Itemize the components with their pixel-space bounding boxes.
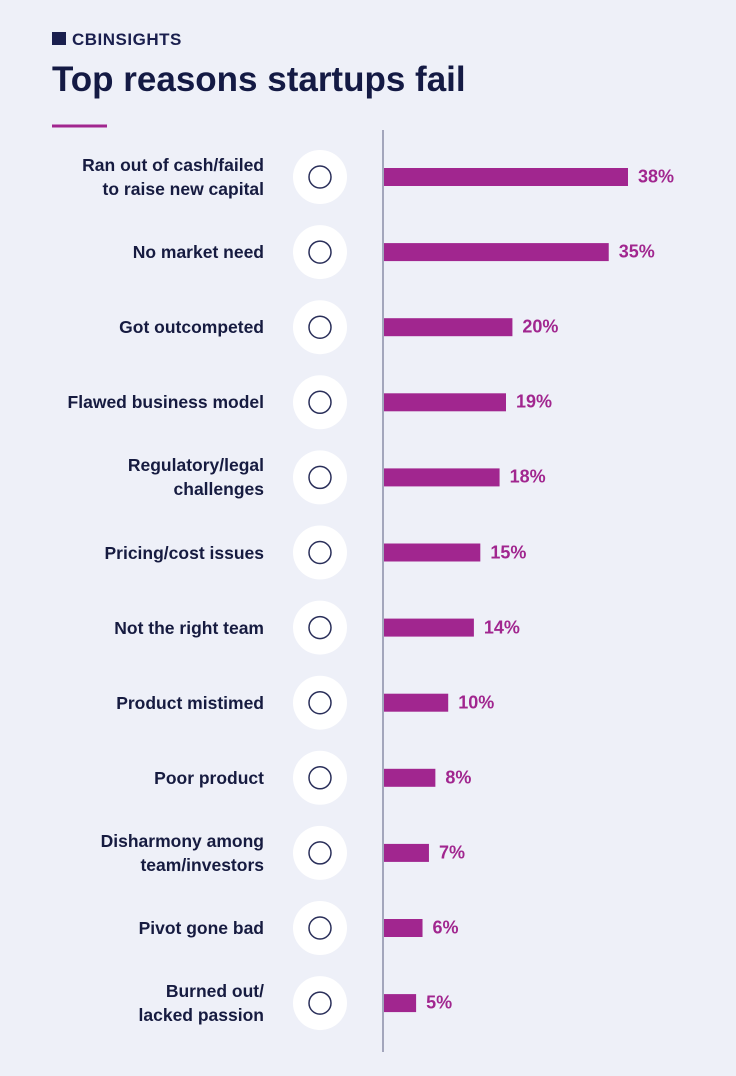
icon	[293, 525, 347, 580]
logo	[52, 32, 66, 45]
category-label: Burned out/ lacked passion	[138, 981, 264, 1026]
category-label: Disharmony among team/investors	[100, 830, 264, 875]
icon	[293, 150, 347, 204]
icon-detail	[308, 240, 332, 264]
category-label: Flawed business model	[67, 392, 264, 413]
bar	[384, 318, 513, 337]
icon-detail	[308, 766, 332, 790]
icon-detail	[308, 540, 332, 565]
bar	[384, 693, 449, 712]
bar	[384, 919, 423, 937]
icon	[293, 825, 347, 880]
value-label: 18%	[509, 466, 546, 487]
icon	[293, 375, 347, 430]
icon-detail	[308, 991, 332, 1015]
value-label: 15%	[490, 542, 527, 562]
bar	[384, 243, 609, 262]
icon-detail	[308, 465, 332, 490]
category-label: Not the right team	[114, 617, 264, 638]
category-label: Pricing/cost issues	[104, 542, 264, 563]
value-label: 35%	[618, 241, 655, 262]
value-label: 6%	[432, 917, 459, 938]
icon-detail	[308, 315, 332, 339]
icon-detail	[308, 916, 332, 940]
brand: CBINSIGHTS	[52, 30, 182, 50]
category-label: Pivot gone bad	[138, 918, 264, 938]
bar	[384, 618, 474, 637]
value-label: 5%	[426, 992, 453, 1013]
bar	[384, 168, 628, 186]
icon-detail	[308, 390, 332, 415]
category-label: Product mistimed	[116, 692, 264, 713]
icon-detail	[308, 690, 332, 715]
icon	[293, 901, 347, 955]
icon-detail	[308, 615, 332, 640]
chart-title: Top reasons startups fail	[52, 60, 466, 99]
icon-detail	[308, 165, 332, 189]
bar	[384, 393, 506, 412]
bar	[384, 994, 417, 1013]
category-label: Ran out of cash/failed to raise new capi…	[82, 155, 264, 199]
brand-text: CBINSIGHTS	[72, 30, 182, 49]
icon	[293, 600, 347, 655]
category-label: Poor product	[154, 767, 264, 788]
value-label: 8%	[445, 767, 472, 788]
bar	[384, 768, 436, 787]
icon	[293, 450, 347, 505]
icon-detail	[308, 841, 332, 865]
value-label: 20%	[522, 316, 559, 337]
value-label: 19%	[516, 391, 553, 412]
bar	[384, 843, 429, 862]
icon	[293, 976, 347, 1031]
icon	[293, 675, 347, 730]
value-label: 7%	[438, 842, 465, 863]
icon	[293, 300, 347, 355]
bar	[384, 468, 500, 487]
category-label: Got outcompeted	[119, 317, 264, 338]
icon	[293, 750, 347, 805]
category-label: Regulatory/legal challenges	[127, 455, 264, 500]
value-label: 14%	[483, 617, 520, 638]
bar	[384, 543, 481, 562]
icon	[293, 225, 347, 280]
value-label: 10%	[458, 692, 495, 713]
value-label: 38%	[638, 166, 675, 187]
category-label: No market need	[132, 242, 264, 263]
